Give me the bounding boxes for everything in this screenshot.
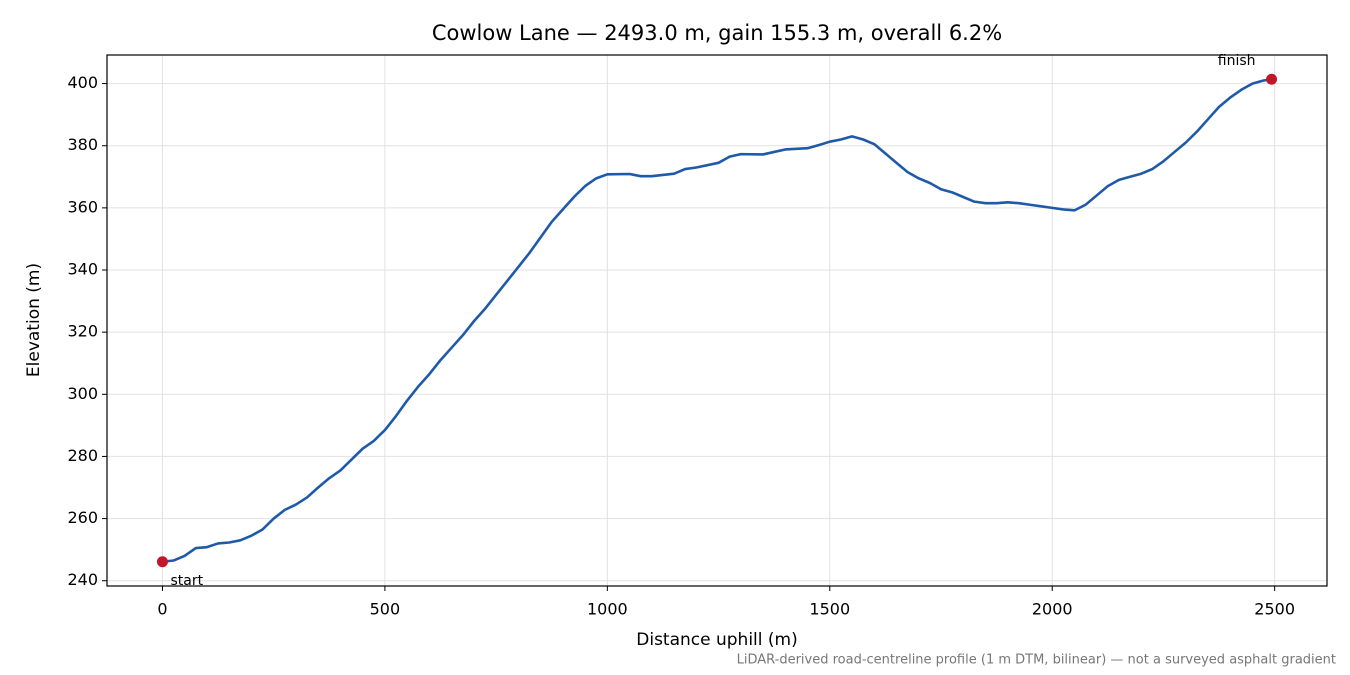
x-tick-label: 1000 <box>587 600 628 619</box>
endpoint-marker <box>156 556 168 568</box>
y-tick-label: 240 <box>67 570 98 589</box>
x-tick-label: 1500 <box>809 600 850 619</box>
annotation: start <box>170 573 203 589</box>
y-tick-label: 320 <box>67 322 98 341</box>
annotation: finish <box>1218 53 1256 69</box>
elevation-line <box>162 77 1272 564</box>
y-tick-label: 340 <box>67 260 98 279</box>
chart-title: Cowlow Lane — 2493.0 m, gain 155.3 m, ov… <box>432 21 1002 45</box>
y-axis-label: Elevation (m) <box>24 263 44 377</box>
x-tick-label: 2500 <box>1254 600 1295 619</box>
x-tick-label: 2000 <box>1032 600 1073 619</box>
y-tick-label: 300 <box>67 384 98 403</box>
x-axis-label: Distance uphill (m) <box>636 630 797 650</box>
y-tick-label: 260 <box>67 508 98 527</box>
y-tick-label: 360 <box>67 197 98 216</box>
y-tick-label: 400 <box>67 73 98 92</box>
endpoint-marker <box>1266 73 1278 85</box>
y-tick-label: 380 <box>67 135 98 154</box>
y-tick-label: 280 <box>67 446 98 465</box>
footnote: LiDAR-derived road-centreline profile (1… <box>737 653 1336 668</box>
x-tick-label: 500 <box>370 600 401 619</box>
plot-frame <box>106 54 1328 587</box>
x-tick-label: 0 <box>157 600 167 619</box>
